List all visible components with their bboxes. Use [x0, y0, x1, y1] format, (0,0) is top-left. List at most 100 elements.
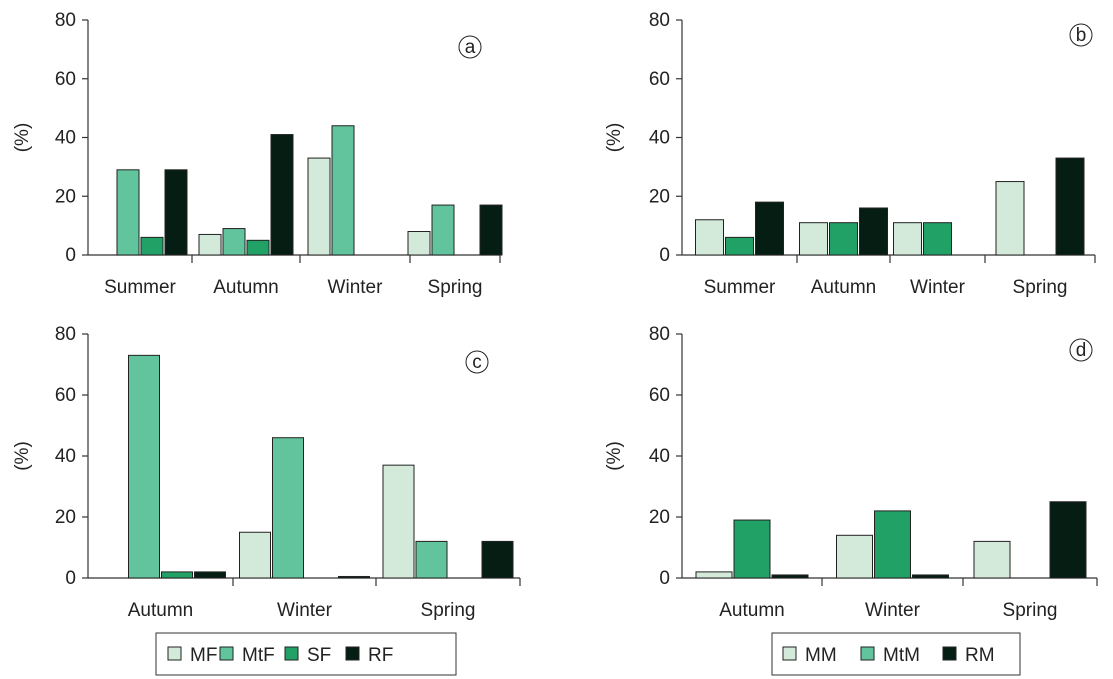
bar-rf-spring	[481, 540, 514, 579]
y-tick-label: 40	[649, 128, 670, 149]
bar-rf-summer	[164, 169, 188, 256]
bar-mtf-spring	[431, 204, 455, 256]
y-tick-label: 60	[55, 385, 76, 406]
panel-letter: a	[465, 37, 476, 58]
y-axis-label: (%)	[12, 441, 33, 471]
bar-rf-autumn	[270, 134, 294, 256]
legend-1: MF MtF SF RF	[155, 632, 457, 676]
y-tick-label: 20	[55, 186, 76, 207]
bar-mm-spring	[973, 540, 1011, 579]
bar-mf-autumn	[198, 233, 222, 256]
bar-sm-autumn	[733, 519, 771, 579]
bar-mtf-autumn	[128, 354, 160, 579]
bar-mf-spring	[382, 464, 415, 579]
legend-label: MM	[805, 645, 837, 666]
bar-sm-winter	[923, 222, 952, 256]
bar-sm-autumn	[829, 222, 858, 256]
bar-rf-autumn	[194, 571, 226, 579]
legend-label: RM	[965, 645, 995, 666]
chart-panel-b: 0 20 40 60 80 (%) Summer Autumn Winter Spring b	[604, 10, 1096, 298]
bar-mtf-winter	[331, 125, 355, 256]
y-tick-label: 60	[649, 69, 670, 90]
legends: MF MtF SF RF MM MtM RM	[155, 632, 1021, 676]
legend-label: MtM	[883, 645, 920, 666]
bar-sf-autumn	[161, 571, 193, 579]
legend-box	[155, 632, 457, 676]
bar-mm-spring	[995, 181, 1025, 256]
y-tick-label: 60	[649, 385, 670, 406]
x-tick-label: Summer	[704, 277, 776, 298]
bar-mtf-summer	[116, 169, 140, 256]
bar-rm-spring	[1055, 157, 1085, 256]
x-tick-label: Autumn	[128, 600, 193, 621]
chart-panel-c: 0 20 40 60 80 (%) Autumn Winter Spring c	[12, 324, 521, 621]
legend-swatch	[782, 646, 797, 661]
panel-letter: b	[1076, 25, 1087, 46]
x-tick-label: Winter	[865, 600, 921, 621]
panel-letter-circle	[1069, 338, 1093, 362]
y-tick-label: 0	[659, 245, 670, 266]
y-tick-label: 0	[65, 245, 76, 266]
panel-letter-circle	[1069, 23, 1093, 47]
legend-box	[771, 632, 1021, 676]
bar-rf-winter	[338, 575, 370, 579]
y-axis-label: (%)	[12, 123, 33, 153]
bar-mtf-spring	[415, 540, 448, 579]
y-tick-label: 80	[649, 10, 670, 31]
x-tick-label: Winter	[328, 277, 384, 298]
bar-mtf-autumn	[222, 228, 246, 256]
bar-mm-winter	[836, 534, 873, 579]
y-tick-label: 40	[55, 128, 76, 149]
x-tick-label: Autumn	[719, 600, 784, 621]
x-tick-label: Winter	[910, 277, 966, 298]
y-tick-label: 40	[649, 446, 670, 467]
x-tick-label: Spring	[1013, 277, 1068, 298]
legend-swatch	[942, 646, 957, 661]
x-tick-label: Spring	[1003, 600, 1058, 621]
x-tick-label: Winter	[277, 600, 333, 621]
y-axis-label: (%)	[604, 441, 625, 471]
bar-rm-summer	[755, 201, 784, 256]
y-tick-label: 20	[649, 186, 670, 207]
bar-rm-spring	[1049, 501, 1087, 579]
panel-letter: c	[472, 352, 482, 373]
bar-mf-spring	[407, 231, 431, 256]
y-tick-label: 40	[55, 446, 76, 467]
legend-swatch	[219, 646, 234, 661]
y-tick-label: 20	[649, 507, 670, 528]
bar-mtf-winter	[272, 437, 304, 579]
legend-label: MF	[190, 645, 217, 666]
legend-label: SF	[307, 645, 331, 666]
legend-label: RF	[368, 645, 393, 666]
y-axis-label: (%)	[604, 123, 625, 153]
panels: 0 20 40 60 80 (%) Summer Autumn Winter Spring a 0 20…	[12, 10, 1098, 621]
bar-rm-autumn	[771, 574, 809, 579]
legend-2: MM MtM RM	[771, 632, 1021, 676]
panel-letter-circle	[465, 350, 489, 374]
bar-mm-summer	[695, 219, 724, 256]
x-tick-label: Spring	[421, 600, 476, 621]
chart-panel-a: 0 20 40 60 80 (%) Summer Autumn Winter Spring a	[12, 10, 503, 298]
bar-sf-summer	[140, 236, 164, 256]
panel-letter: d	[1076, 340, 1087, 361]
bar-mm-autumn	[695, 571, 733, 579]
bar-sf-autumn	[246, 239, 270, 256]
x-tick-label: Autumn	[811, 277, 876, 298]
bar-mm-autumn	[799, 222, 828, 256]
bar-mm-winter	[893, 222, 922, 256]
chart-panel-d: 0 20 40 60 80 (%) Autumn Winter Spring d	[604, 324, 1098, 621]
x-tick-label: Summer	[104, 277, 176, 298]
y-tick-label: 20	[55, 507, 76, 528]
legend-swatch	[167, 646, 182, 661]
y-tick-label: 80	[55, 324, 76, 345]
bar-rm-winter	[912, 574, 949, 579]
legend-label: MtF	[242, 645, 275, 666]
legend-swatch	[345, 646, 360, 661]
legend-swatch	[284, 646, 299, 661]
bar-rf-spring	[479, 204, 503, 256]
y-tick-label: 60	[55, 69, 76, 90]
bar-sm-winter	[874, 510, 911, 579]
x-tick-label: Autumn	[213, 277, 278, 298]
bar-mf-winter	[239, 531, 271, 579]
